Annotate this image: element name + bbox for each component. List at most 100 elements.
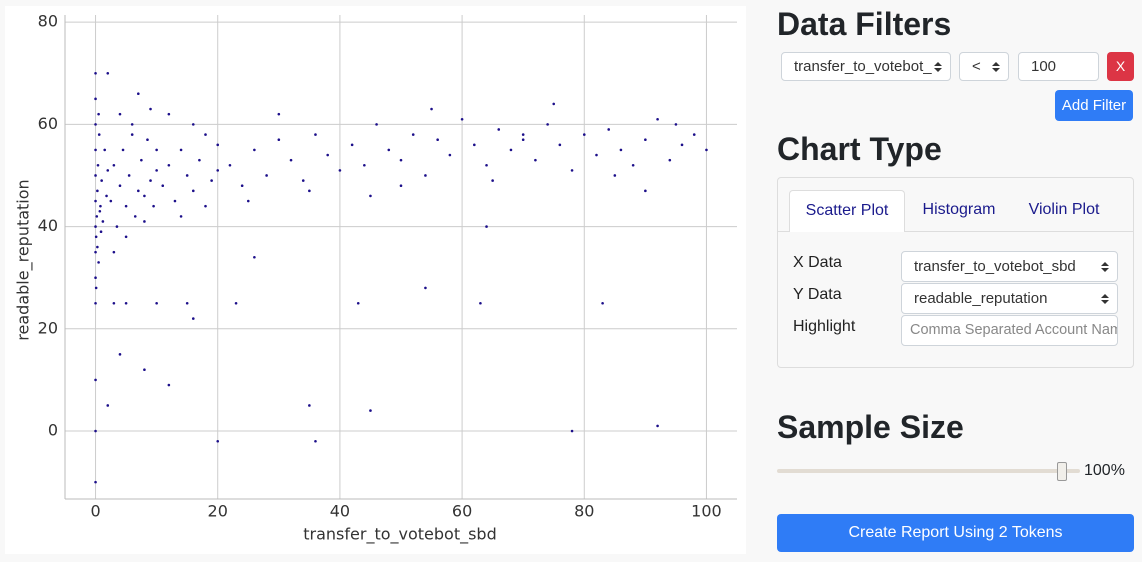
point <box>97 261 100 264</box>
point <box>607 128 611 131</box>
slider-track[interactable] <box>777 469 1080 473</box>
chart-background <box>5 6 746 554</box>
point <box>497 128 501 131</box>
point <box>369 409 372 412</box>
point <box>94 174 97 177</box>
tab-violin[interactable]: Violin Plot <box>1028 201 1100 218</box>
point <box>491 179 494 182</box>
slider-thumb[interactable] <box>1057 462 1067 481</box>
point <box>94 97 97 101</box>
point <box>94 148 97 152</box>
filters-title: Data Filters <box>777 6 952 42</box>
sample-size-title: Sample Size <box>777 409 964 445</box>
point <box>301 179 305 182</box>
point <box>546 123 549 126</box>
tab-histogram[interactable]: Histogram <box>922 201 996 218</box>
point <box>399 184 403 188</box>
point <box>94 276 97 279</box>
point <box>674 123 678 126</box>
point <box>314 133 317 136</box>
point <box>253 255 256 259</box>
point <box>277 112 281 116</box>
filter-column-select[interactable]: transfer_to_votebot_ <box>781 52 951 81</box>
point <box>152 204 155 208</box>
point <box>369 194 372 198</box>
point <box>363 163 366 167</box>
point <box>692 133 696 136</box>
point <box>97 112 100 116</box>
point <box>146 138 149 142</box>
point <box>656 424 659 428</box>
point <box>185 174 189 177</box>
x-tick-label: 100 <box>691 502 722 521</box>
point <box>96 245 99 249</box>
filter-operator-select[interactable]: < <box>959 52 1009 81</box>
point <box>448 153 452 157</box>
point <box>94 250 97 254</box>
point <box>680 143 684 147</box>
point <box>112 301 116 305</box>
y-data-select[interactable]: readable_reputation <box>901 283 1118 314</box>
point <box>143 220 146 223</box>
point <box>570 169 574 172</box>
point <box>127 174 131 177</box>
point <box>137 92 140 96</box>
tab-scatter[interactable]: Scatter Plot <box>789 190 905 232</box>
y-data-label: Y Data <box>793 286 842 303</box>
sample-size-value: 100% <box>1084 462 1125 479</box>
point <box>94 286 98 290</box>
point <box>430 107 433 111</box>
point <box>411 133 415 136</box>
filter-value-input[interactable]: 100 <box>1018 52 1099 81</box>
point <box>185 301 189 305</box>
point <box>375 123 378 126</box>
point <box>118 353 122 356</box>
point <box>94 199 97 203</box>
point <box>424 174 427 177</box>
x-data-select[interactable]: transfer_to_votebot_sbd <box>901 251 1118 282</box>
point <box>130 123 134 126</box>
point <box>97 133 101 136</box>
point <box>656 117 659 121</box>
point <box>601 301 604 305</box>
point <box>173 199 177 203</box>
x-data-label: X Data <box>793 254 842 271</box>
point <box>240 184 244 188</box>
point <box>619 148 623 152</box>
point <box>133 215 137 218</box>
add-filter-button[interactable]: Add Filter <box>1055 90 1133 121</box>
point <box>94 480 97 484</box>
select-arrow <box>934 62 942 72</box>
filter-column: transfer_to_votebot_ <box>794 58 932 75</box>
point <box>595 153 598 157</box>
x-tick-label: 40 <box>330 502 350 521</box>
point <box>112 163 116 167</box>
point <box>103 148 107 152</box>
highlight-input[interactable]: Comma Separated Account Names <box>901 315 1118 346</box>
point <box>265 174 268 177</box>
point <box>356 301 360 305</box>
select-arrow <box>992 62 1000 72</box>
point <box>350 143 354 147</box>
y-tick-label: 0 <box>48 421 58 440</box>
point <box>253 148 256 152</box>
x-data-value: transfer_to_votebot_sbd <box>914 258 1076 275</box>
x-tick-label: 0 <box>90 502 100 521</box>
y-data-value: readable_reputation <box>914 290 1048 307</box>
point <box>124 301 128 305</box>
point <box>204 204 207 208</box>
create-report-button[interactable]: Create Report Using 2 Tokens <box>777 514 1134 552</box>
point <box>94 235 98 239</box>
point <box>112 250 116 254</box>
point <box>631 163 635 167</box>
y-tick-label: 40 <box>38 216 58 235</box>
point <box>424 286 427 290</box>
point <box>115 225 119 228</box>
point <box>436 138 439 142</box>
remove-filter-button[interactable]: X <box>1107 52 1134 81</box>
y-tick-label: 20 <box>38 318 58 337</box>
point <box>582 133 586 136</box>
point <box>534 158 537 162</box>
point <box>179 215 183 218</box>
point <box>479 301 482 305</box>
